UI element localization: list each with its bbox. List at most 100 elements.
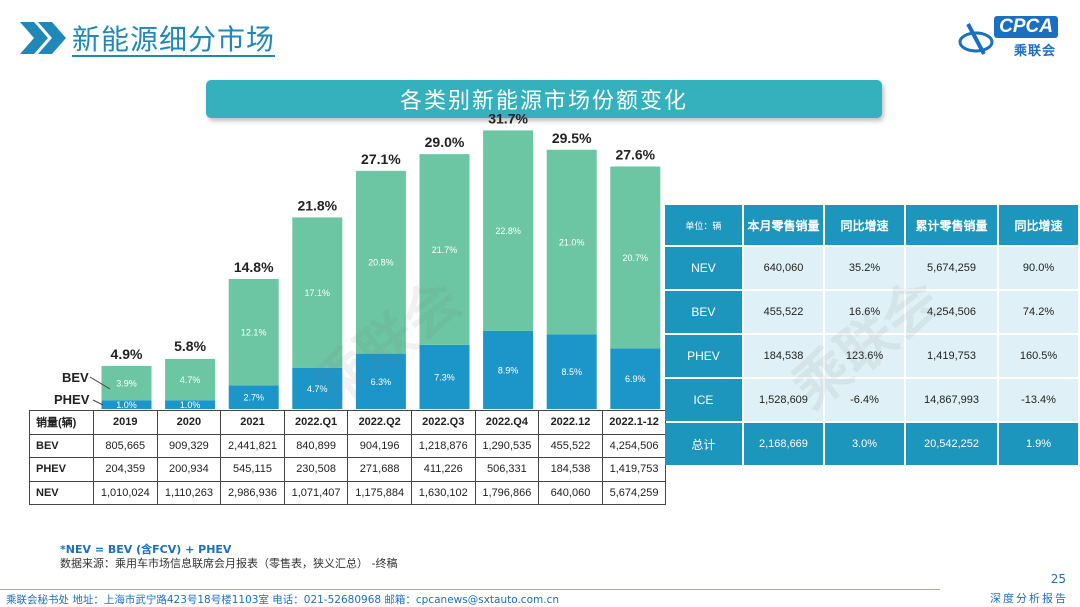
summary-cell: 74.2% — [999, 291, 1078, 333]
data-label-bev: 4.7% — [180, 375, 201, 385]
summary-cell: 640,060 — [743, 247, 824, 289]
table-cell: 5,674,259 — [601, 480, 667, 505]
page-title: 新能源细分市场 — [72, 23, 276, 56]
data-label-total: 21.8% — [297, 197, 337, 213]
data-label-bev: 22.8% — [495, 226, 521, 236]
table-cell: 455,522 — [538, 433, 603, 458]
summary-cell: 16.6% — [825, 291, 904, 333]
data-label-phev: 7.3% — [434, 372, 455, 382]
summary-cell: 455,522 — [743, 291, 824, 333]
table-cell: 545,115 — [220, 457, 285, 482]
table-row: PHEV 204,359 200,934 545,115 230,508 271,688 4… — [29, 457, 667, 482]
data-label-phev: 4.7% — [307, 384, 328, 394]
table-cell: 1,218,876 — [410, 433, 476, 458]
table-cell: 1,290,535 — [474, 433, 540, 458]
summary-header-row: 单位：辆 本月零售销量 同比增速 累计零售销量 同比增速 — [665, 205, 1078, 245]
summary-row: PHEV 184,538 123.6% 1,419,753 160.5% — [665, 335, 1078, 377]
data-label-total: 27.6% — [615, 146, 655, 162]
table-cell: 1,010,024 — [93, 480, 158, 505]
summary-row-label: 总计 — [665, 423, 742, 465]
table-header-unit: 销量(辆) — [29, 410, 94, 435]
bar-bev — [165, 358, 216, 401]
table-cell: 1,071,407 — [283, 480, 349, 505]
table-cell: 1,110,263 — [156, 480, 222, 505]
summary-cell: 90.0% — [999, 247, 1078, 289]
data-label-total: 27.1% — [361, 151, 401, 167]
data-label-phev: 1.0% — [116, 400, 137, 410]
summary-header-cell: 单位：辆 — [665, 205, 742, 245]
bar-bev — [610, 166, 661, 349]
data-label-bev: 3.9% — [116, 379, 137, 389]
summary-row: 总计 2,168,669 3.0% 20,542,252 1.9% — [665, 423, 1078, 465]
table-header-cell: 2022.Q3 — [410, 410, 476, 435]
bar-phev — [483, 330, 534, 409]
bar-phev — [419, 344, 470, 409]
table-cell: 506,331 — [474, 457, 540, 482]
summary-row-label: PHEV — [665, 335, 742, 377]
bar-phev — [228, 385, 279, 409]
summary-row-label: NEV — [665, 247, 742, 289]
table-cell: 4,254,506 — [601, 433, 667, 458]
cpca-logo-mark-icon — [958, 23, 994, 55]
data-label-total: 5.8% — [174, 338, 206, 354]
table-row: BEV 805,665 909,329 2,441,821 840,899 904,196… — [29, 433, 667, 458]
data-label-phev: 1.0% — [180, 400, 201, 410]
summary-cell: 20,542,252 — [905, 423, 998, 465]
table-cell: 909,329 — [156, 433, 222, 458]
table-cell: 1,419,753 — [601, 457, 667, 482]
table-header-cell: 2020 — [156, 410, 222, 435]
chart-banner-title: 各类别新能源市场份额变化 — [206, 80, 882, 118]
bar-bev — [483, 130, 534, 331]
table-cell: 640,060 — [538, 480, 603, 505]
summary-row-label: BEV — [665, 291, 742, 333]
sales-volume-table: 销量(辆) 2019 2020 2021 2022.Q1 2022.Q2 2022.Q3 20… — [29, 410, 667, 505]
data-label-phev: 8.5% — [561, 367, 582, 377]
data-label-bev: 21.0% — [559, 238, 585, 248]
table-cell: 1,796,866 — [474, 480, 540, 505]
data-label-bev: 12.1% — [241, 328, 267, 338]
table-cell: 411,226 — [410, 457, 476, 482]
table-header-row: 销量(辆) 2019 2020 2021 2022.Q1 2022.Q2 2022.Q3 20… — [29, 410, 667, 435]
bar-bev — [419, 154, 470, 345]
data-label-total: 29.0% — [425, 134, 465, 150]
bar-phev — [292, 367, 343, 409]
table-cell: 904,196 — [347, 433, 412, 458]
table-header-cell: 2022.Q4 — [474, 410, 540, 435]
summary-header-cell: 同比增速 — [999, 205, 1078, 245]
table-cell: 1,630,102 — [410, 480, 476, 505]
footnote: *NEV = BEV (含FCV) + PHEV 数据来源：乘用车市场信息联席会… — [60, 543, 397, 571]
footnote-definition: *NEV = BEV (含FCV) + PHEV — [60, 543, 232, 556]
bar-bev — [101, 365, 152, 401]
data-label-phev: 6.3% — [371, 377, 392, 387]
table-row-label: NEV — [29, 480, 94, 505]
table-row: NEV 1,010,024 1,110,263 2,986,936 1,071,407 1… — [29, 480, 667, 505]
table-header-cell: 2022.Q1 — [283, 410, 349, 435]
summary-cell: 1,528,609 — [743, 379, 824, 421]
table-row-label: PHEV — [29, 457, 94, 482]
table-header-cell: 2022.1-12 — [601, 410, 667, 435]
page-number: 25 — [1050, 572, 1066, 586]
summary-table: 单位：辆 本月零售销量 同比增速 累计零售销量 同比增速 NEV 640,060 35.2% 5… — [663, 203, 1080, 467]
series-label-phev: PHEV — [54, 392, 90, 407]
summary-header-cell: 累计零售销量 — [905, 205, 998, 245]
summary-cell: 184,538 — [743, 335, 824, 377]
table-header-cell: 2022.Q2 — [347, 410, 412, 435]
table-cell: 204,359 — [93, 457, 158, 482]
bar-phev — [546, 334, 597, 409]
summary-row: BEV 455,522 16.6% 4,254,506 74.2% — [665, 291, 1078, 333]
bar-phev — [355, 353, 406, 409]
summary-cell: 3.0% — [825, 423, 904, 465]
summary-row: ICE 1,528,609 -6.4% 14,867,993 -13.4% — [665, 379, 1078, 421]
logo-brand: CPCA — [994, 16, 1058, 38]
bar-bev — [355, 170, 406, 354]
summary-cell: 1,419,753 — [905, 335, 998, 377]
summary-cell: 123.6% — [825, 335, 904, 377]
footer-contact: 乘联会秘书处 地址：上海市武宁路423号18号楼1103室 电话：021-526… — [6, 594, 560, 606]
table-header-cell: 2021 — [220, 410, 285, 435]
summary-cell: 14,867,993 — [905, 379, 998, 421]
table-cell: 2,441,821 — [220, 433, 285, 458]
data-label-bev: 17.1% — [305, 288, 331, 298]
summary-cell: 4,254,506 — [905, 291, 998, 333]
table-cell: 840,899 — [283, 433, 349, 458]
